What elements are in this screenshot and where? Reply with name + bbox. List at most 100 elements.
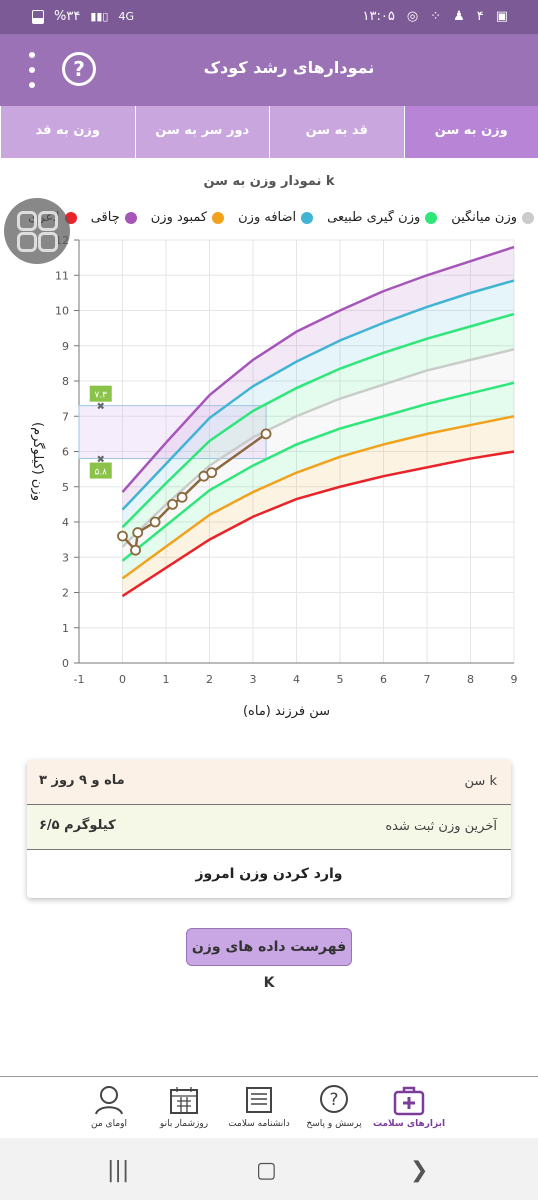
y-tick-label: 4 xyxy=(62,516,69,529)
status-bar: %۳۴ ▮▮▯ 4G ۱۳:۰۵ ◎ ⁘ ♟ ۴ ▣ xyxy=(0,0,538,34)
legend-item[interactable]: وزن گیری طبیعی xyxy=(327,210,438,225)
legend-label: اضافه وزن xyxy=(238,210,297,225)
floating-apps-button[interactable] xyxy=(4,198,70,264)
medical-kit-icon xyxy=(393,1086,425,1116)
nav-calendar-label: روزشمار بانو xyxy=(159,1119,209,1129)
x-tick-label: 1 xyxy=(163,673,170,686)
series-line xyxy=(121,245,515,493)
nav-calendar[interactable]: روزشمار بانو xyxy=(145,1083,223,1129)
legend-dot-icon xyxy=(522,211,534,224)
series-line xyxy=(121,312,515,529)
nav-profile[interactable]: اومای من xyxy=(70,1083,148,1129)
tab-bar: وزن به سن قد به سن دور سر به سن وزن به ق… xyxy=(0,106,538,158)
y-tick-label: 2 xyxy=(62,587,69,600)
tab-weight-for-height[interactable]: وزن به قد xyxy=(0,106,135,158)
chart-band xyxy=(122,416,514,597)
series-line xyxy=(121,450,515,598)
legend-label: وزن گیری طبیعی xyxy=(327,210,421,225)
network-type: 4G xyxy=(118,10,135,23)
range-label: ۷.۳ xyxy=(94,391,107,401)
series-line xyxy=(121,415,515,580)
back-icon[interactable]: ❯ xyxy=(410,1158,429,1183)
battery-percent: %۳۴ xyxy=(54,9,81,24)
svg-text:?: ? xyxy=(329,1090,338,1110)
x-tick-label: 4 xyxy=(293,673,300,686)
woman-avatar-icon xyxy=(95,1086,123,1115)
child-weight-point xyxy=(167,498,178,510)
nav-qa[interactable]: ? پرسش و پاسخ xyxy=(295,1083,373,1129)
y-tick-label: 1 xyxy=(62,622,69,635)
x-axis-label: سن فرزند (ماه) xyxy=(243,704,330,719)
series-line xyxy=(121,348,515,548)
legend-label: چاقی xyxy=(90,210,120,225)
legend-item[interactable]: اضافه وزن xyxy=(238,210,314,225)
newspaper-icon xyxy=(246,1087,272,1113)
child-weight-point xyxy=(117,530,128,542)
x-tick-label: 6 xyxy=(380,673,387,686)
system-nav-bar: ||| ▢ ❯ xyxy=(0,1138,538,1200)
overflow-menu-icon[interactable] xyxy=(20,52,44,88)
y-tick-label: 6 xyxy=(62,446,69,459)
enter-weight-button[interactable]: وارد کردن وزن امروز xyxy=(195,866,343,882)
question-bubble-icon: ? xyxy=(320,1085,348,1113)
child-weight-point xyxy=(176,491,188,503)
y-tick-label: 8 xyxy=(62,375,69,388)
status-time: ۱۳:۰۵ xyxy=(362,9,395,24)
child-weight-point xyxy=(149,516,161,528)
calendar-icon xyxy=(170,1087,198,1114)
app-bar: ? نمودارهای رشد کودک xyxy=(0,34,538,106)
weight-data-list-button[interactable]: فهرست داده های وزن K xyxy=(186,928,352,991)
weight-value: ۶/۵ کیلوگرم xyxy=(39,818,116,833)
nav-health-tools[interactable]: ابزارهای سلامت xyxy=(370,1083,448,1129)
range-marker: ✖ xyxy=(97,455,105,466)
range-box xyxy=(78,405,267,460)
x-tick-label: 2 xyxy=(206,673,213,686)
child-weight-point xyxy=(132,527,144,538)
age-row: سن k ۳ ماه و ۹ روز xyxy=(27,760,511,805)
y-tick-label: 0 xyxy=(62,657,69,670)
growth-chart: -101234567890123456789101112✖۷.۳✖۵.۸سن ف… xyxy=(30,234,518,719)
tab-head-for-age[interactable]: دور سر به سن xyxy=(134,106,270,158)
info-card: سن k ۳ ماه و ۹ روز آخرین وزن ثبت شده ۶/۵… xyxy=(27,760,511,898)
chart-band xyxy=(122,247,514,510)
series-line xyxy=(121,279,515,511)
legend-item[interactable]: چاقی xyxy=(91,210,137,225)
range-label-bg xyxy=(89,385,112,402)
legend-label: وزن میانگین xyxy=(451,210,517,225)
x-tick-label: 3 xyxy=(250,673,257,686)
home-icon[interactable]: ▢ xyxy=(256,1158,277,1183)
chart-band xyxy=(122,349,514,561)
legend-item[interactable]: کمبود وزن xyxy=(150,210,225,225)
nav-qa-label: پرسش و پاسخ xyxy=(306,1119,362,1129)
recent-apps-icon[interactable]: ||| xyxy=(107,1158,130,1183)
y-tick-label: 7 xyxy=(62,410,69,423)
y-tick-label: 11 xyxy=(55,269,69,282)
bottom-nav: ابزارهای سلامت ? پرسش و پاسخ دانشنامه سل… xyxy=(0,1076,538,1138)
legend-dot-icon xyxy=(425,211,438,224)
tab-weight-for-age[interactable]: وزن به سن xyxy=(403,106,538,158)
age-label: سن k xyxy=(464,774,497,789)
range-label: ۵.۸ xyxy=(94,468,107,478)
chart-band xyxy=(122,382,514,579)
chart-title: نمودار وزن به سن k xyxy=(203,174,335,189)
legend-label: کمبود وزن xyxy=(150,210,208,225)
battery-icon xyxy=(32,9,44,24)
app-icon: ♟ xyxy=(453,9,465,24)
x-tick-label: 9 xyxy=(511,673,518,686)
notification-count: ۴ xyxy=(476,9,484,24)
age-value: ۳ ماه و ۹ روز xyxy=(39,773,125,788)
range-marker: ✖ xyxy=(97,402,105,413)
legend-dot-icon xyxy=(301,211,314,224)
legend-dot-icon xyxy=(212,211,225,224)
x-tick-label: 8 xyxy=(467,673,474,686)
nav-encyclopedia[interactable]: دانشنامه سلامت xyxy=(220,1083,298,1129)
legend-dot-icon xyxy=(124,211,137,224)
help-button[interactable]: ? xyxy=(62,52,96,86)
x-tick-label: 0 xyxy=(119,673,126,686)
instagram-icon: ◎ xyxy=(406,9,419,24)
series-line xyxy=(121,381,515,562)
weight-row: آخرین وزن ثبت شده ۶/۵ کیلوگرم xyxy=(27,805,511,850)
tab-height-for-age[interactable]: قد به سن xyxy=(269,106,404,158)
grid-icon: ⁘ xyxy=(430,9,442,24)
legend-item[interactable]: وزن میانگین xyxy=(451,210,534,225)
